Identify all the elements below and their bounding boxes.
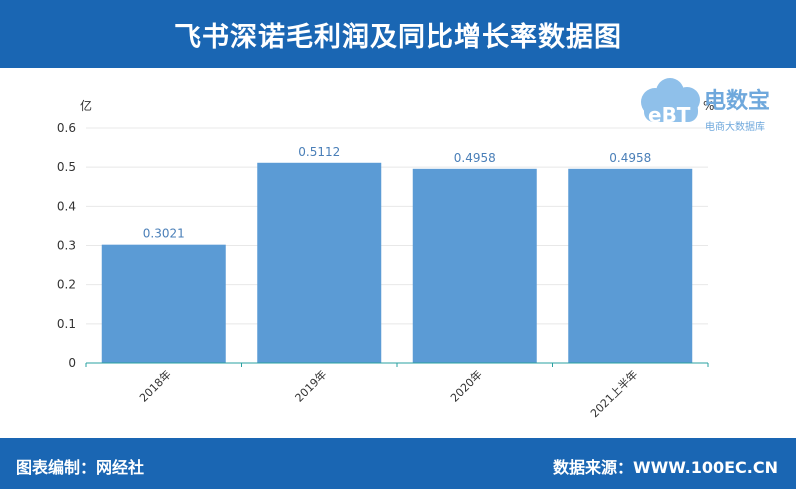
data-label: 0.5112 xyxy=(298,145,340,159)
cloud-logo-icon: eBT xyxy=(641,78,700,127)
footer-source: 数据来源：WWW.100EC.CN xyxy=(552,458,778,477)
y2-axis-unit-label: % xyxy=(703,99,714,113)
bar-chart: 0 0.1 0.2 0.3 0.4 0.5 0.6 亿 % 0.3021 0.5112 0.49… xyxy=(57,78,770,420)
logo-name: 电数宝 xyxy=(704,88,770,114)
data-label: 0.4958 xyxy=(454,151,496,165)
chart-title: 飞书深诺毛利润及同比增长率数据图 xyxy=(0,0,796,68)
x-tick-label: 2021上半年 xyxy=(587,367,640,420)
footer: 图表编制：网经社 数据来源：WWW.100EC.CN xyxy=(0,438,796,489)
data-labels: 0.3021 0.5112 0.4958 0.4958 xyxy=(143,145,652,241)
x-axis-ticks: 2018年 2019年 2020年 2021上半年 xyxy=(85,363,709,420)
y-tick-label: 0.4 xyxy=(57,199,76,213)
y-tick-label: 0.1 xyxy=(57,317,76,331)
y-axis-ticks: 0 0.1 0.2 0.3 0.4 0.5 0.6 xyxy=(57,121,76,370)
x-tick-label: 2019年 xyxy=(292,367,329,404)
bars xyxy=(101,162,693,363)
logo: eBT 电数宝 电商大数据库 xyxy=(641,78,770,133)
data-label: 0.3021 xyxy=(143,227,185,241)
x-tick-label: 2020年 xyxy=(447,367,484,404)
footer-editor: 图表编制：网经社 xyxy=(16,458,145,477)
y-tick-label: 0 xyxy=(68,356,76,370)
bar xyxy=(101,244,226,363)
logo-mark: eBT xyxy=(648,103,691,127)
data-label: 0.4958 xyxy=(609,151,651,165)
logo-subtitle: 电商大数据库 xyxy=(705,120,765,133)
y-tick-label: 0.6 xyxy=(57,121,76,135)
x-tick-label: 2018年 xyxy=(136,367,173,404)
y-tick-label: 0.3 xyxy=(57,239,76,253)
y-tick-label: 0.5 xyxy=(57,160,76,174)
bar xyxy=(568,168,693,363)
y-tick-label: 0.2 xyxy=(57,278,76,292)
bar xyxy=(257,162,382,363)
y-axis-unit-label: 亿 xyxy=(80,98,92,113)
bar xyxy=(412,168,537,363)
